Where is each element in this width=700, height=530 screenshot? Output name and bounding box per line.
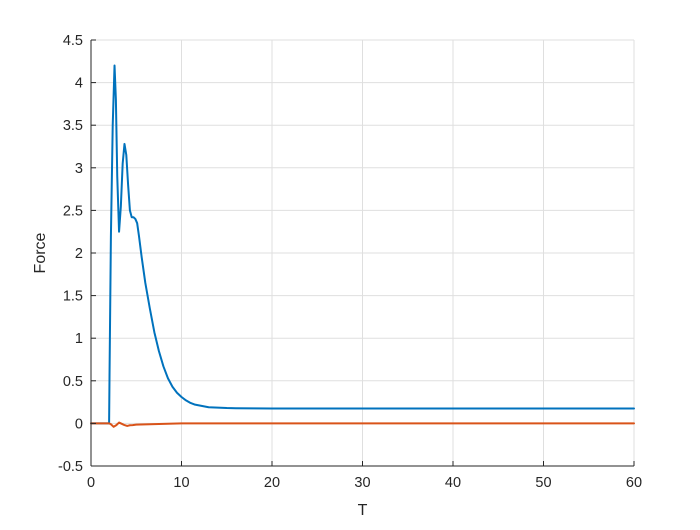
y-tick-label: 0 xyxy=(75,416,83,432)
x-axis-label: T xyxy=(358,502,368,519)
x-tick-label: 60 xyxy=(626,475,642,491)
y-tick-label: 3.5 xyxy=(63,118,83,134)
axes xyxy=(90,39,635,467)
y-axis-label: Force xyxy=(32,232,49,273)
y-tick-label: -0.5 xyxy=(58,459,83,475)
x-tick-label: 30 xyxy=(354,475,370,491)
y-tick-label: 2 xyxy=(75,246,83,262)
y-tick-label: 1.5 xyxy=(63,289,83,305)
y-tick-label: 4 xyxy=(75,76,83,92)
x-tick-label: 0 xyxy=(87,475,95,491)
x-tick-label: 10 xyxy=(173,475,189,491)
y-tick-label: 1 xyxy=(75,331,83,347)
y-tick-label: 3 xyxy=(75,161,83,177)
series-layer xyxy=(90,64,635,428)
x-tick-label: 40 xyxy=(445,475,461,491)
y-tick-label: 0.5 xyxy=(63,374,83,390)
y-tick-label: 2.5 xyxy=(63,203,83,219)
series-line-2 xyxy=(90,421,635,428)
x-tick-label: 20 xyxy=(264,475,280,491)
series-line-1 xyxy=(90,64,635,425)
tick-labels: 0 10 20 30 40 50 60-0.500.511.522.533.544.5 xyxy=(58,33,642,491)
y-tick-label: 4.5 xyxy=(63,33,83,49)
x-tick-label: 50 xyxy=(535,475,551,491)
